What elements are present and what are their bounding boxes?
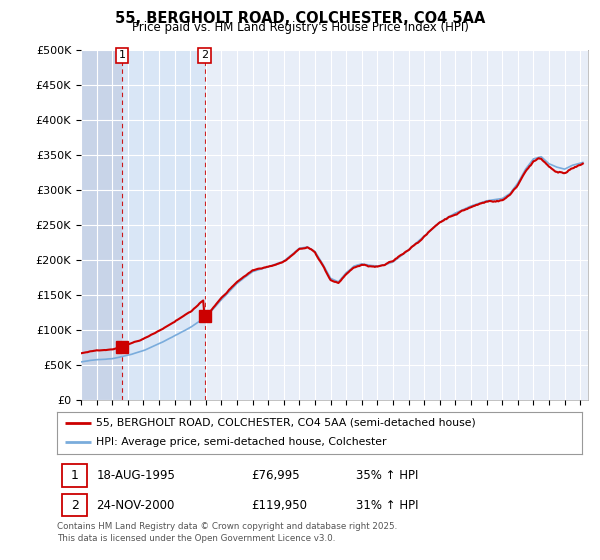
Text: Contains HM Land Registry data © Crown copyright and database right 2025.
This d: Contains HM Land Registry data © Crown c… (57, 522, 397, 543)
Text: Price paid vs. HM Land Registry's House Price Index (HPI): Price paid vs. HM Land Registry's House … (131, 21, 469, 34)
Bar (122, 50, 205, 400)
Text: 1: 1 (71, 469, 79, 482)
Bar (62, 464, 88, 487)
Text: £76,995: £76,995 (251, 469, 300, 482)
Text: 35% ↑ HPI: 35% ↑ HPI (356, 469, 419, 482)
Bar (62, 494, 88, 516)
Text: 31% ↑ HPI: 31% ↑ HPI (356, 498, 419, 512)
Text: 2: 2 (71, 498, 79, 512)
Text: £119,950: £119,950 (251, 498, 307, 512)
Text: HPI: Average price, semi-detached house, Colchester: HPI: Average price, semi-detached house,… (97, 437, 387, 447)
Text: 55, BERGHOLT ROAD, COLCHESTER, CO4 5AA: 55, BERGHOLT ROAD, COLCHESTER, CO4 5AA (115, 11, 485, 26)
Bar (81, 50, 122, 400)
Text: 24-NOV-2000: 24-NOV-2000 (97, 498, 175, 512)
Text: 18-AUG-1995: 18-AUG-1995 (97, 469, 175, 482)
Text: 2: 2 (201, 50, 208, 60)
Text: 1: 1 (119, 50, 125, 60)
Text: 55, BERGHOLT ROAD, COLCHESTER, CO4 5AA (semi-detached house): 55, BERGHOLT ROAD, COLCHESTER, CO4 5AA (… (97, 418, 476, 428)
